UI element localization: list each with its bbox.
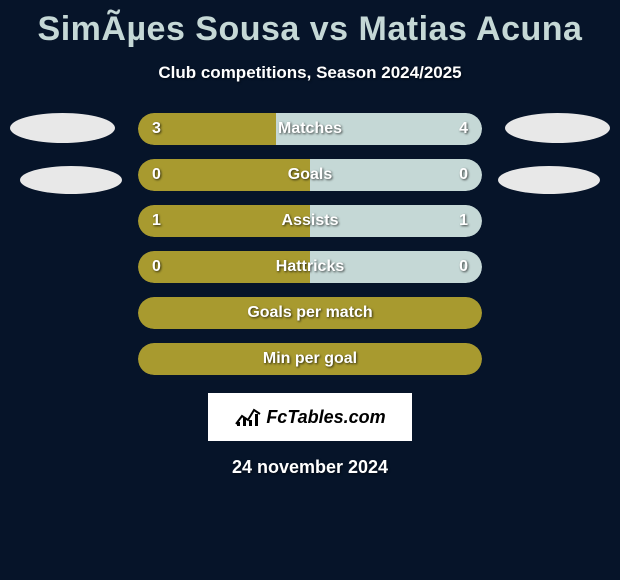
- bar-row-hattricks: 0 Hattricks 0: [138, 251, 482, 283]
- bar-left-value: 0: [152, 258, 161, 276]
- bars-container: 3 Matches 4 0 Goals 0 1 Assists 1 0 Hatt…: [138, 113, 482, 375]
- bar-label: Goals per match: [247, 304, 372, 322]
- bar-row-matches: 3 Matches 4: [138, 113, 482, 145]
- date-text: 24 november 2024: [0, 457, 620, 478]
- logo-box: FcTables.com: [208, 393, 412, 441]
- player-left-avatar-bottom: [20, 166, 122, 194]
- player-right-avatar-top: [505, 113, 610, 143]
- player-right-avatar-bottom: [498, 166, 600, 194]
- player-left-avatar-top: [10, 113, 115, 143]
- bar-row-min-per-goal: Min per goal: [138, 343, 482, 375]
- bar-label: Goals: [288, 166, 332, 184]
- bar-label: Min per goal: [263, 350, 357, 368]
- bar-left-value: 0: [152, 166, 161, 184]
- bar-left-value: 1: [152, 212, 161, 230]
- bar-row-goals: 0 Goals 0: [138, 159, 482, 191]
- bar-label: Assists: [282, 212, 339, 230]
- bar-left-fill: [138, 159, 310, 191]
- bar-label: Hattricks: [276, 258, 344, 276]
- page-title: SimÃµes Sousa vs Matias Acuna: [0, 0, 620, 49]
- logo-text: FcTables.com: [266, 407, 385, 428]
- subtitle: Club competitions, Season 2024/2025: [0, 63, 620, 83]
- bar-left-value: 3: [152, 120, 161, 138]
- comparison-chart: 3 Matches 4 0 Goals 0 1 Assists 1 0 Hatt…: [0, 113, 620, 375]
- bar-right-value: 0: [459, 166, 468, 184]
- bar-right-value: 0: [459, 258, 468, 276]
- bar-label: Matches: [278, 120, 342, 138]
- bar-right-fill: [310, 159, 482, 191]
- bar-right-value: 4: [459, 120, 468, 138]
- chart-icon: [234, 406, 262, 428]
- bar-row-assists: 1 Assists 1: [138, 205, 482, 237]
- bar-right-value: 1: [459, 212, 468, 230]
- bar-row-goals-per-match: Goals per match: [138, 297, 482, 329]
